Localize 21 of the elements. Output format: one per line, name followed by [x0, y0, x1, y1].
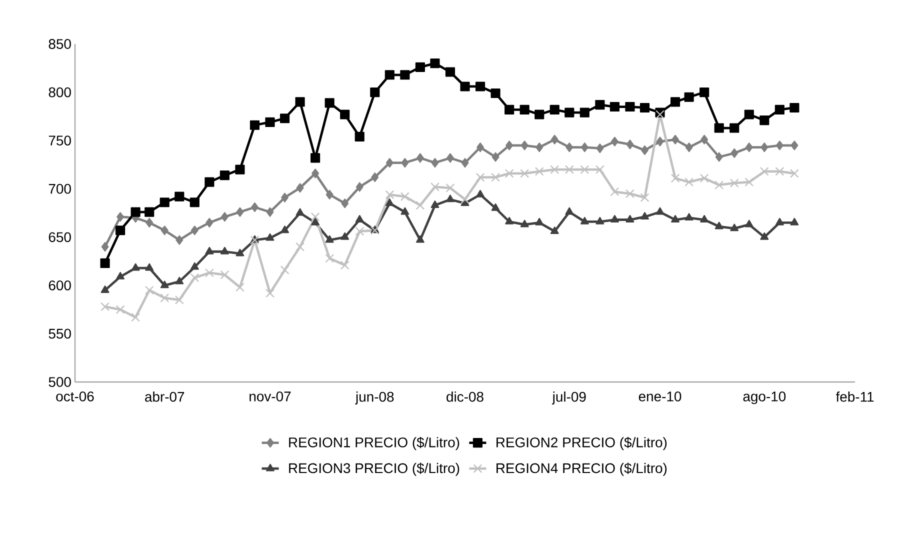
x-tick-label: feb-11: [836, 392, 874, 402]
x-tick-label: nov-07: [250, 392, 291, 402]
y-tick-label: 550: [48, 328, 71, 339]
y-tick-label: 600: [48, 280, 71, 290]
y-tick-label: 500: [48, 377, 71, 387]
x-tick-label: ago-10: [743, 392, 786, 404]
x-tick-label: jul-09: [552, 392, 586, 405]
y-tick-label: 850: [48, 39, 71, 49]
x-tick-label: ene-10: [638, 392, 682, 402]
legend-label: REGION4 PRECIO ($/Litro): [496, 462, 667, 476]
y-tick-label: 750: [48, 136, 71, 146]
x-tick-label: jun-08: [355, 392, 394, 405]
x-tick-label: oct-06: [56, 392, 94, 402]
x-tick-label: dic-08: [446, 392, 484, 402]
legend-label: REGION2 PRECIO ($/Litro): [496, 436, 667, 450]
y-tick-label: 650: [48, 232, 71, 242]
legend-label: REGION3 PRECIO ($/Litro): [289, 462, 460, 476]
x-tick-label: abr-07: [145, 392, 184, 402]
legend-label: REGION1 PRECIO ($/Litro): [289, 436, 460, 450]
y-tick-label: 800: [48, 87, 71, 98]
y-tick-label: 700: [48, 184, 71, 194]
